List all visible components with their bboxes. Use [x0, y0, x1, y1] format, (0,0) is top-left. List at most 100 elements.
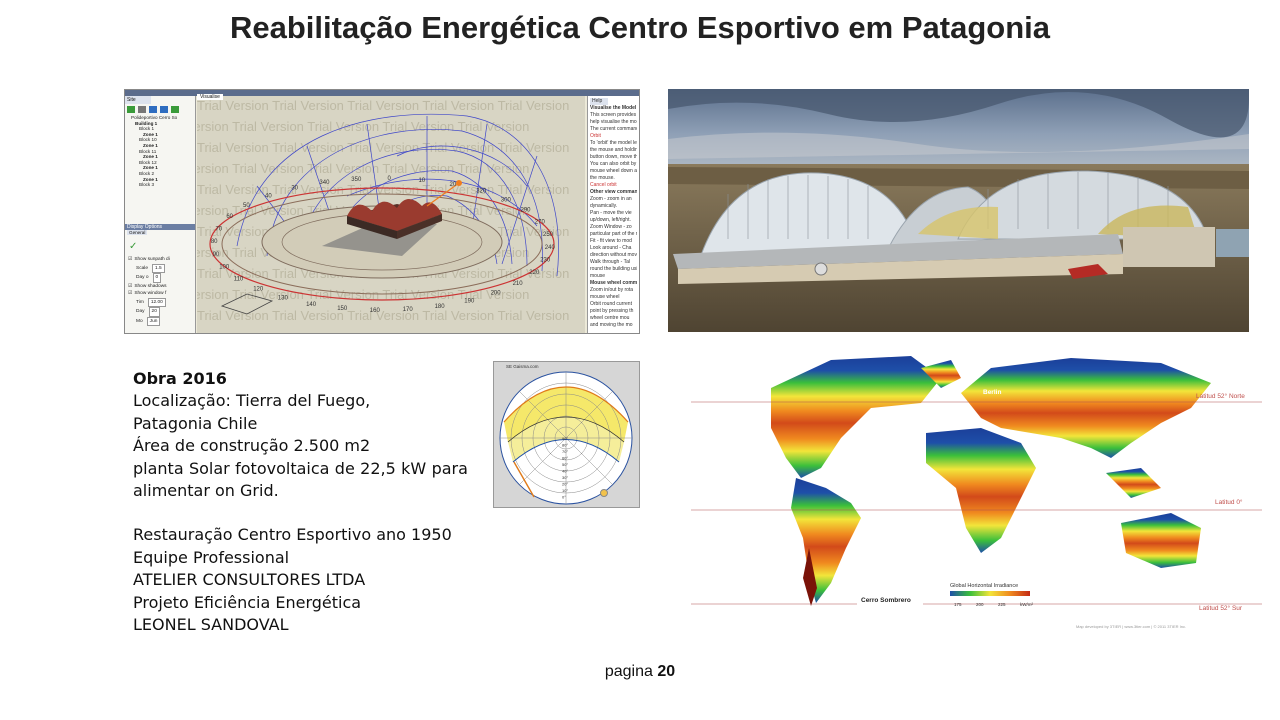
- tree-item[interactable]: Block 3: [139, 182, 155, 188]
- option-checkbox[interactable]: ☑: [128, 257, 133, 262]
- altitude-label: 30°: [562, 475, 568, 480]
- company-line: ATELIER CONSULTORES LTDA: [133, 570, 366, 590]
- compass-label: 20: [450, 182, 457, 188]
- tab-help: Help: [590, 98, 608, 105]
- irradiance-world-map: Latitud 52° Norte Latitud 0° Latitud 52°…: [691, 348, 1262, 638]
- building-photo: [668, 89, 1249, 332]
- refresh-icon: [171, 106, 179, 113]
- region-line: Patagonia Chile: [133, 413, 258, 433]
- altitude-label: 10°: [562, 488, 568, 493]
- compass-label: 160: [370, 308, 381, 314]
- grid-icon: [138, 106, 146, 113]
- forward-icon: [160, 106, 168, 113]
- built-area-line: Área de construção 2.500 m2: [133, 436, 371, 456]
- team-line: Equipe Professional: [133, 547, 290, 567]
- option-label: Show shadows: [134, 283, 167, 289]
- latitude-lines: [691, 401, 1262, 605]
- page-label: pagina: [604, 663, 653, 680]
- tree-item[interactable]: Block 1: [139, 126, 155, 132]
- compass-label: 100: [219, 265, 230, 271]
- help-line: To 'orbit' the model left: [590, 140, 637, 146]
- altitude-label: 0°: [562, 495, 566, 500]
- tree-item[interactable]: Zone 1: [143, 142, 158, 148]
- location-line: Localização: Tierra del Fuego,: [133, 391, 371, 411]
- legend-tick: kW/m²: [1020, 602, 1033, 607]
- africa: [926, 428, 1036, 553]
- option-value-field[interactable]: 1.5: [152, 263, 165, 273]
- help-panel: Help Visualise the Model This screen pro…: [587, 96, 639, 333]
- option-value-field[interactable]: 0: [152, 273, 162, 283]
- option-row: ☑ Show shadows: [128, 283, 190, 291]
- tree-item[interactable]: Zone 1: [143, 154, 158, 160]
- watermark-text: Trial Version Trial Version Trial Versio…: [197, 287, 529, 302]
- compass-label: 180: [435, 304, 446, 310]
- add-icon: [127, 106, 135, 113]
- option-value-field[interactable]: 12.00: [147, 297, 166, 307]
- sunpath-header: SE Gaisma.com: [506, 364, 539, 369]
- compass-label: 220: [529, 270, 540, 276]
- compass-label: 200: [491, 291, 502, 297]
- apply-check-icon: ✓: [129, 241, 138, 252]
- obra-year: Obra 2016: [133, 369, 227, 388]
- sunpath-diagram: SE Gaisma.com 90° 80° 70° 60° 50° 40° 30° 20° 10…: [493, 361, 640, 508]
- north-america: [771, 356, 941, 478]
- watermark-text: Trial Version Trial Version Trial Versio…: [197, 98, 569, 113]
- option-value-field[interactable]: 20: [148, 307, 160, 317]
- project-info: Obra 2016 Localização: Tierra del Fuego,…: [133, 368, 468, 636]
- 3d-viewport: Visualise Trial Version Trial Version Tr…: [197, 94, 585, 333]
- compass-label: 270: [535, 219, 546, 225]
- compass-label: 210: [513, 281, 524, 287]
- option-checkbox[interactable]: ☑: [128, 291, 133, 296]
- tree-item[interactable]: Block 10: [139, 137, 157, 143]
- tree-item[interactable]: Zone 1: [143, 165, 158, 171]
- tree-item[interactable]: Block 2: [139, 170, 155, 176]
- altitude-label: 70°: [562, 449, 568, 454]
- option-value-field[interactable]: Jun: [146, 316, 161, 326]
- altitude-rings: [500, 372, 632, 504]
- help-line: up/down, left/right.: [590, 217, 631, 223]
- tree-item[interactable]: Zone 1: [143, 176, 158, 182]
- option-checkbox[interactable]: ☑: [128, 283, 133, 289]
- cerro-sombrero-label: Cerro Sombrero: [861, 597, 911, 604]
- south-america: [791, 478, 861, 603]
- help-line: Pan - move the vie: [590, 210, 632, 216]
- page-number: 20: [657, 663, 676, 680]
- irradiance-map-svg: Latitud 52° Norte Latitud 0° Latitud 52°…: [691, 356, 1262, 629]
- page-title: Reabilitação Energética Centro Esportivo…: [229, 10, 1050, 45]
- help-line: This screen provides t: [590, 112, 637, 118]
- altitude-label: 80°: [562, 443, 568, 448]
- compass-label: 140: [306, 302, 317, 308]
- sunpath-3d-svg: Trial Version Trial Version Trial Versio…: [197, 98, 569, 323]
- help-line: the mouse.: [590, 175, 615, 181]
- altitude-label: 40°: [562, 469, 568, 474]
- help-line: point by pressing th: [590, 308, 634, 314]
- compass-label: 150: [337, 306, 348, 312]
- plant-word: de: [334, 458, 355, 478]
- tree-item[interactable]: Building 1: [135, 120, 158, 126]
- compass-label: 120: [253, 287, 264, 293]
- help-line: dynamically.: [590, 203, 618, 209]
- help-line: mouse wheel down an: [590, 168, 637, 174]
- option-label: Show window f: [134, 291, 167, 296]
- tab-general: General: [127, 230, 148, 235]
- project-line: Projeto Eficiência Energética: [133, 592, 362, 612]
- building-photo-svg: [668, 89, 1249, 332]
- display-options-header: Display Options: [125, 224, 195, 230]
- tree-item[interactable]: Polideportivo Cerro So: [131, 115, 178, 120]
- legend-ticks: 175 200 225 kW/m²: [954, 602, 1033, 607]
- help-line: Orbit: [590, 133, 601, 139]
- energy-software-screenshot: Site Polideportivo Cerro So Building 1 Blo…: [124, 89, 640, 334]
- help-line: Look around - Cha: [590, 245, 632, 251]
- help-line: Zoom Window - zo: [590, 224, 632, 230]
- help-text: This screen provides t help visualise the…: [590, 112, 637, 329]
- horizon-ring-red: [209, 187, 555, 301]
- help-line: button down, move the: [590, 154, 637, 160]
- tree-item[interactable]: Block 12: [139, 159, 157, 165]
- option-label: Day o: [136, 275, 149, 280]
- altitude-label: 60°: [562, 456, 568, 461]
- compass-label: 110: [234, 276, 244, 282]
- tree-item[interactable]: Zone 1: [143, 131, 158, 137]
- tree-item[interactable]: Block 11: [139, 148, 157, 154]
- compass-label: 290: [520, 208, 531, 214]
